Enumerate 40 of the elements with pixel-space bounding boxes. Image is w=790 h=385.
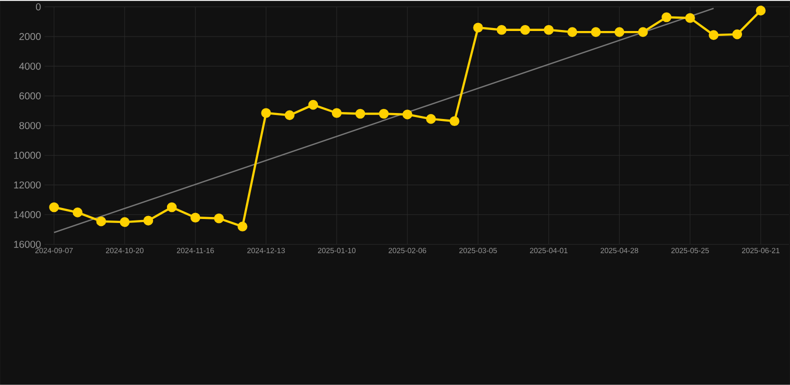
y-tick-label: 8000 [19, 122, 41, 130]
y-tick-label: 16000 [14, 240, 41, 248]
point [238, 222, 248, 232]
point [662, 12, 672, 22]
point [450, 116, 460, 126]
point [614, 27, 624, 38]
y-tick-label: 2000 [19, 33, 41, 40]
point [378, 108, 389, 119]
y-tick-label: 10000 [14, 152, 41, 159]
y-tick-label: 12000 [14, 182, 41, 189]
point [590, 27, 601, 38]
point [96, 216, 106, 226]
point [732, 29, 742, 40]
point [72, 208, 82, 218]
point [638, 27, 648, 38]
point [332, 108, 342, 118]
y-tick-label: 0 [36, 3, 41, 10]
point [544, 25, 554, 35]
point [402, 110, 412, 120]
y-tick-label: 14000 [14, 211, 41, 218]
point [261, 108, 271, 118]
point [355, 108, 366, 119]
point [49, 202, 59, 212]
point [190, 212, 200, 223]
point [308, 100, 318, 110]
point [496, 25, 507, 35]
y-tick-label: 4000 [19, 62, 41, 70]
point [143, 216, 154, 226]
point [284, 110, 294, 120]
y-tick-label: 6000 [19, 92, 41, 100]
point [214, 214, 224, 224]
point [120, 217, 130, 228]
point [426, 114, 436, 124]
point [166, 202, 177, 212]
point [756, 6, 766, 16]
point [520, 25, 530, 35]
point [473, 22, 483, 33]
point [708, 30, 719, 40]
point [685, 13, 695, 23]
point [567, 27, 578, 38]
